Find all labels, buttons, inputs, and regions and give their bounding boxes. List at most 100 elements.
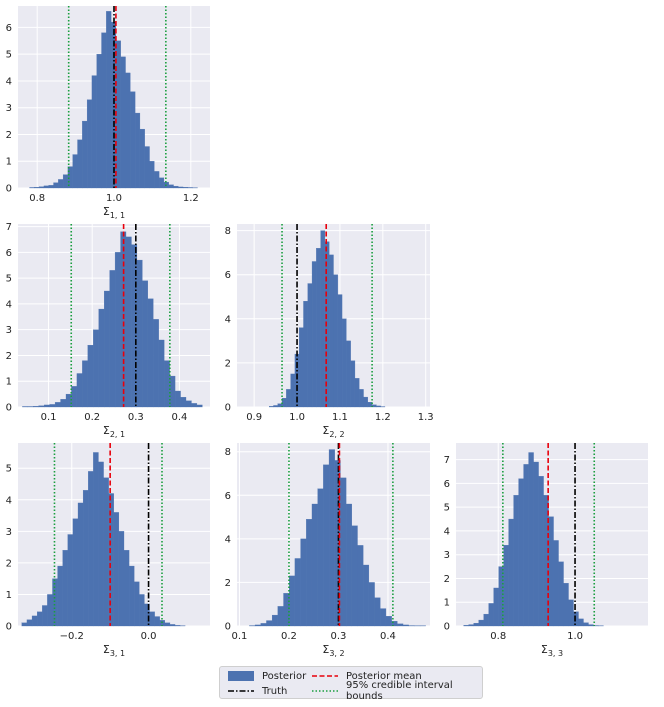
histogram-bar — [173, 185, 179, 189]
histogram-bar — [134, 112, 141, 189]
x-tick-label: −0.2 — [60, 631, 84, 642]
x-axis-label-subscript: 3, 2 — [329, 649, 344, 658]
histogram-bar — [483, 613, 489, 627]
legend: Posterior Truth Posterior mean 95% credi… — [219, 666, 483, 702]
legend-item-posterior-mean: Posterior mean — [312, 669, 422, 683]
x-axis-label-symbol: Σ — [541, 643, 548, 656]
histogram-bar — [174, 625, 181, 627]
y-tick-label: 5 — [444, 503, 450, 514]
histogram-bar — [180, 397, 187, 408]
y-tick-label: 4 — [444, 526, 450, 537]
histogram-bar — [351, 525, 358, 627]
x-tick-label: 0.8 — [29, 193, 45, 204]
histogram-bar — [468, 624, 474, 627]
histogram-bar — [548, 516, 554, 627]
histogram-bar — [294, 558, 301, 627]
histogram-bar — [139, 128, 145, 189]
y-tick-label: 0 — [6, 622, 12, 633]
x-tick-label: 1.0 — [567, 631, 583, 642]
legend-swatch-posterior-mean — [312, 671, 338, 681]
histogram-bar — [26, 619, 33, 627]
x-axis-label-symbol: Σ — [103, 643, 110, 656]
histogram-bar — [38, 186, 45, 189]
histogram-bar — [164, 360, 170, 408]
legend-swatch-interval — [312, 686, 338, 696]
histogram-bar — [533, 461, 539, 627]
histogram-bar — [154, 616, 160, 627]
x-axis-label: Σ3, 2 — [322, 643, 344, 658]
histogram-bar — [538, 476, 544, 627]
y-tick-label: 2 — [225, 578, 231, 589]
y-tick-label: 2 — [6, 558, 12, 569]
histogram-bar — [289, 575, 296, 627]
histogram-bar — [120, 56, 126, 189]
histogram-bar — [125, 72, 131, 189]
histogram-bar — [493, 587, 499, 627]
histogram-bar — [76, 373, 83, 408]
histogram-bar — [101, 32, 107, 189]
histogram-bar — [62, 550, 68, 627]
histogram-bar — [33, 406, 39, 408]
legend-label-interval: 95% credible interval bounds — [346, 680, 453, 702]
histogram-bar — [397, 623, 404, 627]
histogram-bar — [53, 182, 59, 189]
histogram-bar — [91, 75, 97, 189]
x-tick-label: 0.9 — [246, 412, 262, 423]
x-tick-label: 0.2 — [281, 631, 297, 642]
x-axis-label: Σ3, 3 — [541, 643, 563, 658]
y-tick-label: 6 — [225, 270, 231, 281]
x-tick-label: 0.3 — [128, 412, 144, 423]
histogram-bar — [123, 550, 130, 627]
histogram-bar — [337, 294, 343, 408]
x-tick-label: 1.3 — [418, 412, 434, 423]
histogram-bar — [154, 171, 160, 189]
y-tick-label: 5 — [6, 464, 12, 475]
histogram-bar — [47, 594, 53, 627]
histogram-bar — [311, 503, 318, 627]
y-tick-label: 2 — [6, 351, 12, 362]
histogram-bar — [49, 404, 56, 408]
y-tick-label: 2 — [6, 130, 12, 141]
histogram-bar — [96, 54, 102, 189]
histogram-bar — [136, 259, 143, 408]
histogram-bar — [323, 464, 330, 627]
y-tick-label: 1 — [6, 590, 12, 601]
histogram-bar — [306, 519, 313, 627]
histogram-bar — [553, 540, 559, 627]
histogram-bar — [523, 464, 529, 627]
histogram-bar — [363, 396, 368, 408]
x-axis-label-subscript: 3, 1 — [110, 649, 125, 658]
histogram-bar — [42, 605, 48, 627]
y-tick-label: 7 — [444, 455, 450, 466]
y-tick-label: 0 — [444, 622, 450, 633]
panel-5: 0 2 4 6 8 0.1 0.2 0.3 0.4 Σ3, 2 — [225, 443, 430, 658]
histogram-bar — [588, 624, 594, 627]
histogram-bar — [508, 518, 514, 627]
histogram-bar — [104, 290, 110, 408]
histogram-bar — [345, 503, 352, 627]
y-tick-label: 2 — [225, 358, 231, 369]
histogram-bar — [376, 405, 381, 408]
histogram-bar — [266, 620, 273, 627]
histogram-bar — [320, 230, 326, 408]
histogram-bar — [86, 99, 93, 189]
histogram-bar — [38, 405, 45, 408]
histogram-bar — [22, 406, 28, 408]
histogram-bar — [54, 402, 61, 408]
y-tick-label: 5 — [6, 274, 12, 285]
histogram-bar — [149, 161, 155, 189]
histogram-bar — [473, 622, 479, 627]
y-tick-label: 4 — [6, 76, 12, 87]
x-axis-label: Σ2, 2 — [322, 424, 344, 439]
x-tick-label: 0.0 — [141, 631, 157, 642]
histogram-bar — [329, 254, 334, 408]
y-tick-label: 3 — [6, 527, 12, 538]
histogram-bar — [346, 340, 351, 408]
panel-1: 0 1 2 3 4 5 6 0.8 1.0 1.2 Σ1, 1 — [6, 6, 210, 220]
histogram-bar — [93, 329, 99, 408]
histogram-bar — [147, 298, 154, 408]
legend-swatch-posterior — [228, 671, 254, 681]
x-axis-label-symbol: Σ — [322, 643, 329, 656]
y-tick-label: 4 — [6, 299, 12, 310]
histogram-bar — [130, 91, 136, 189]
